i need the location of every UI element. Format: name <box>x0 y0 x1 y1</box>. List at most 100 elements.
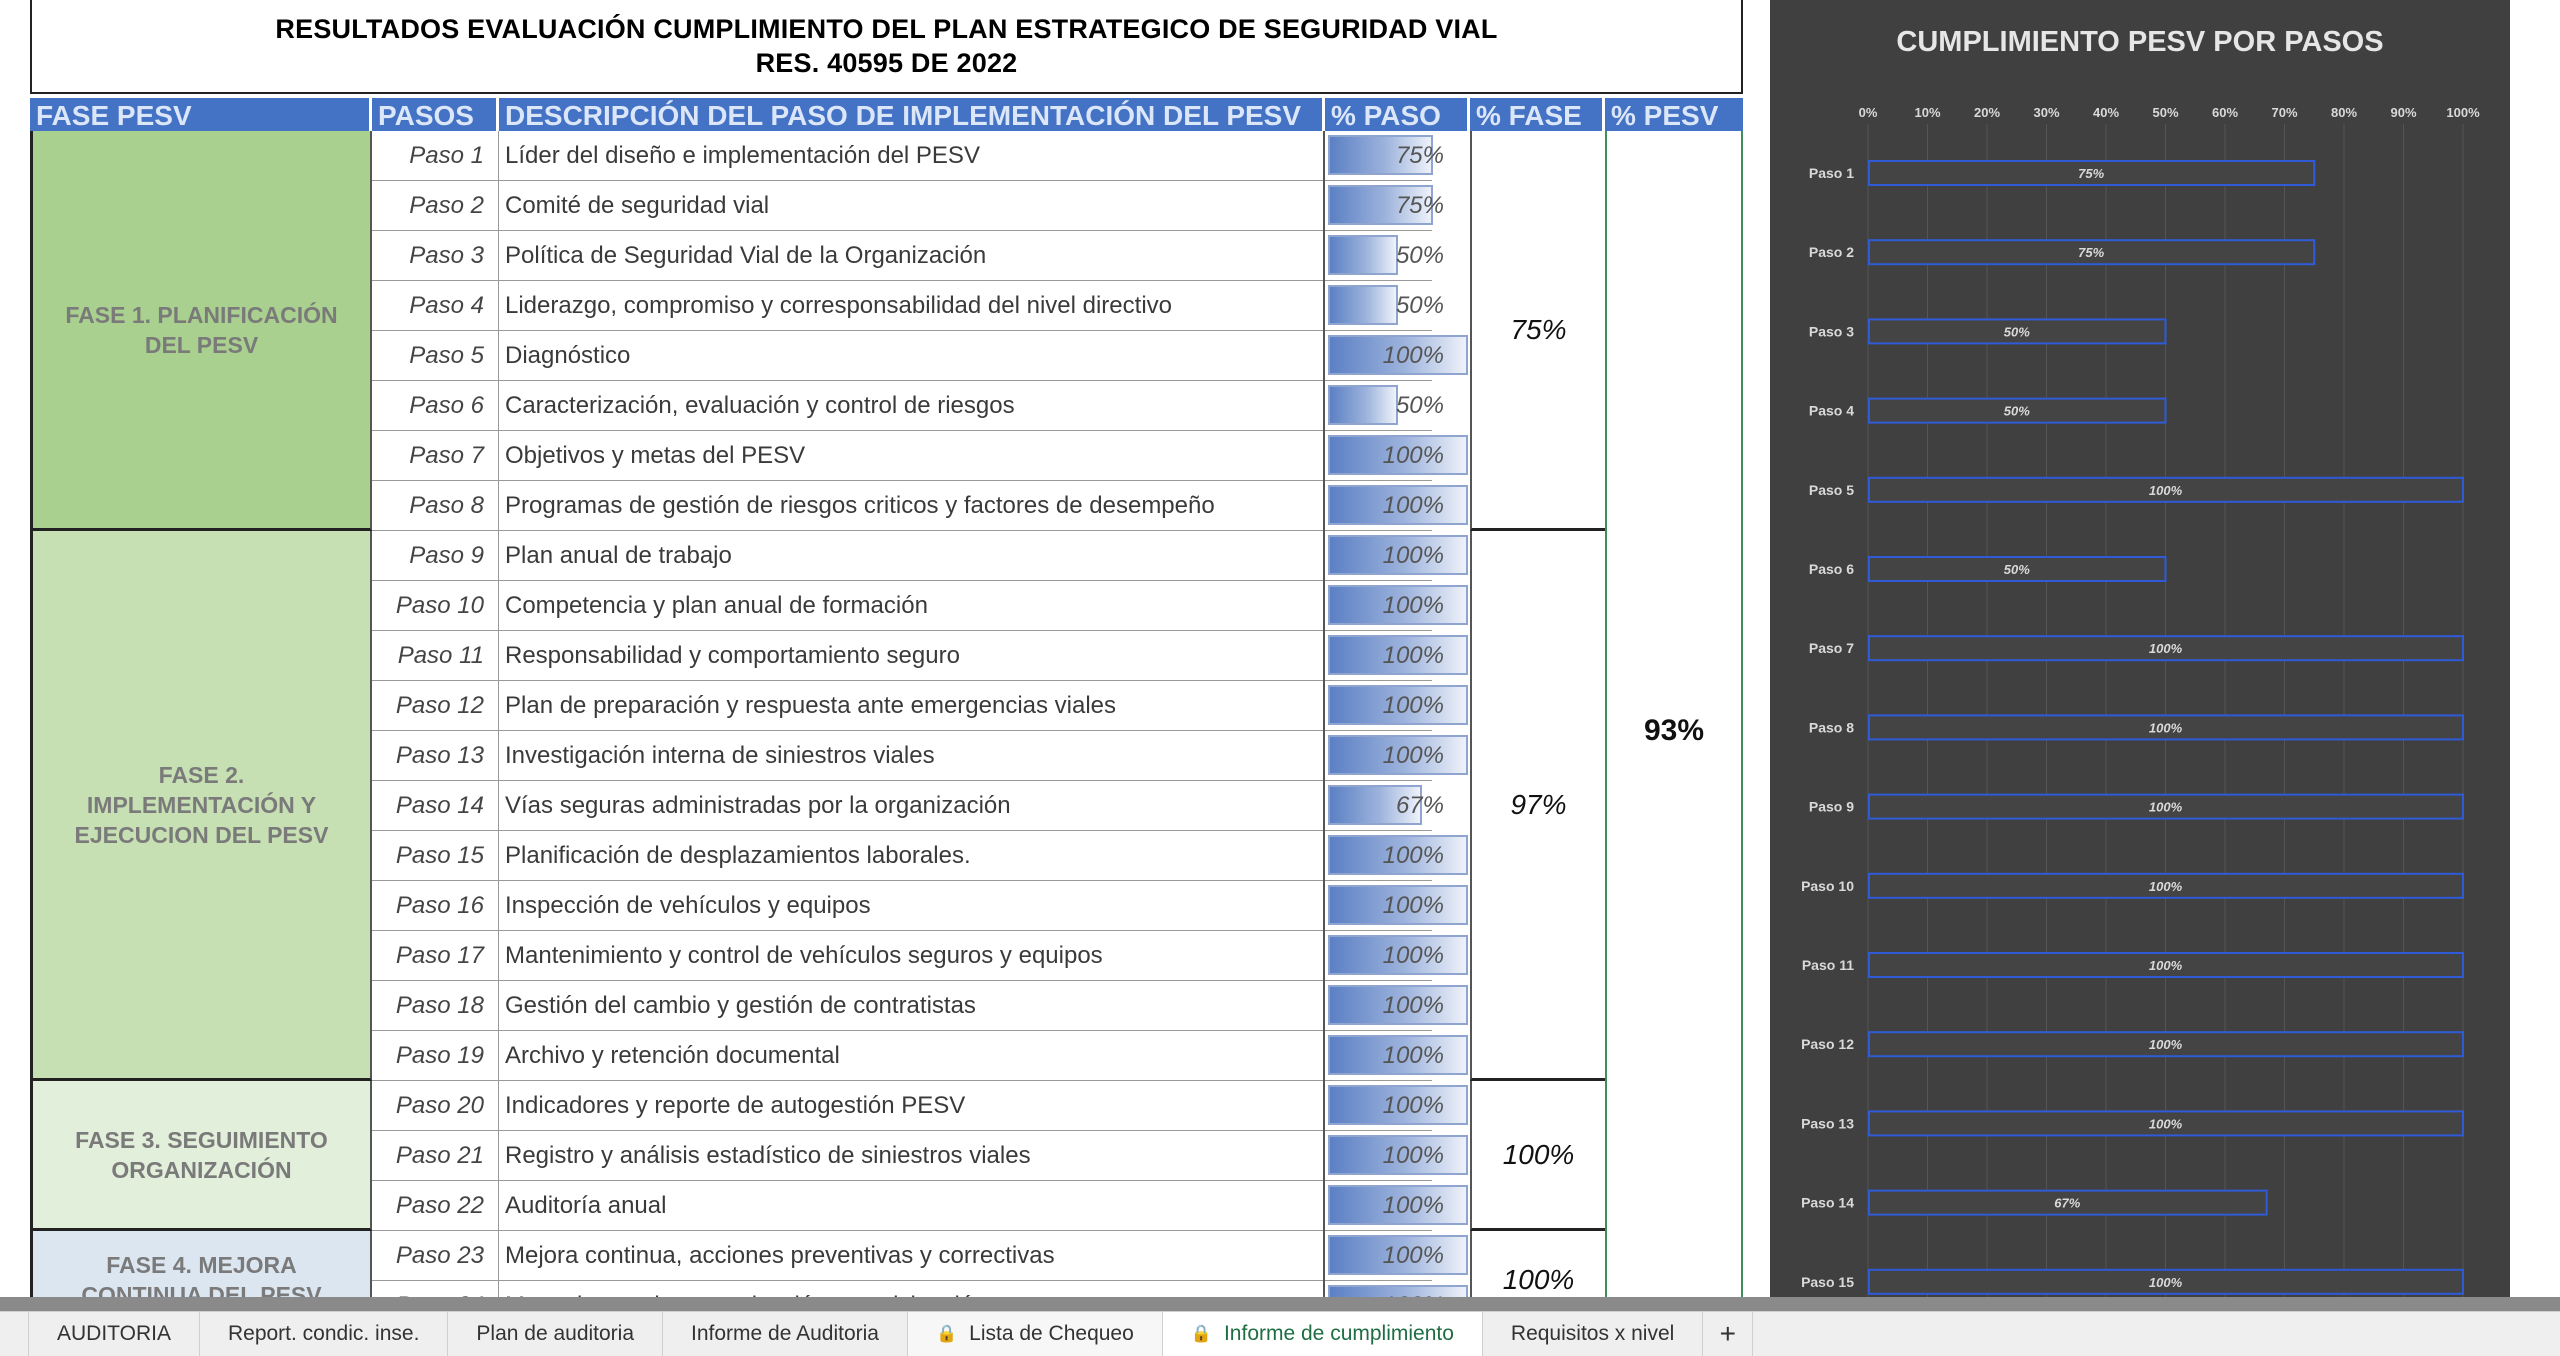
table-row[interactable]: Paso 9 Plan anual de trabajo 100% <box>372 531 1468 581</box>
table-row[interactable]: Paso 7 Objetivos y metas del PESV 100% <box>372 431 1468 481</box>
step-number[interactable]: Paso 7 <box>372 431 499 481</box>
step-description[interactable]: Archivo y retención documental <box>499 1031 1325 1081</box>
phase-percent-cell[interactable]: 100% <box>1470 1231 1605 1297</box>
table-row[interactable]: Paso 19 Archivo y retención documental 100… <box>372 1031 1468 1081</box>
table-row[interactable]: Paso 20 Indicadores y reporte de autogest… <box>372 1081 1468 1131</box>
sheet-tab[interactable]: 🔒 Informe de cumplimiento <box>1162 1312 1483 1356</box>
table-row[interactable]: Paso 5 Diagnóstico 100% <box>372 331 1468 381</box>
header-fase[interactable]: FASE PESV <box>30 98 372 131</box>
step-percent-cell[interactable]: 100% <box>1325 481 1472 531</box>
step-number[interactable]: Paso 2 <box>372 181 499 231</box>
phase-percent-cell[interactable]: 97% <box>1470 531 1605 1081</box>
step-percent-cell[interactable]: 75% <box>1325 181 1472 231</box>
step-percent-cell[interactable]: 100% <box>1325 731 1472 781</box>
step-percent-cell[interactable]: 67% <box>1325 781 1472 831</box>
table-row[interactable]: Paso 16 Inspección de vehículos y equipos… <box>372 881 1468 931</box>
table-row[interactable]: Paso 14 Vías seguras administradas por la… <box>372 781 1444 831</box>
table-row[interactable]: Paso 6 Caracterización, evaluación y cont… <box>372 381 1444 431</box>
step-description[interactable]: Mecanismos de comunicación y participaci… <box>499 1281 1325 1297</box>
step-description[interactable]: Diagnóstico <box>499 331 1325 381</box>
header-pct-fase[interactable]: % FASE <box>1470 98 1605 131</box>
table-row[interactable]: Paso 4 Liderazgo, compromiso y correspons… <box>372 281 1444 331</box>
step-number[interactable]: Paso 24 <box>372 1281 499 1297</box>
phase-cell[interactable]: FASE 4. MEJORA CONTINUA DEL PESV <box>30 1231 372 1297</box>
table-row[interactable]: Paso 12 Plan de preparación y respuesta a… <box>372 681 1468 731</box>
step-description[interactable]: Comité de seguridad vial <box>499 181 1325 231</box>
step-description[interactable]: Mejora continua, acciones preventivas y … <box>499 1231 1325 1281</box>
phase-cell[interactable]: FASE 1. PLANIFICACIÓN DEL PESV <box>30 131 372 531</box>
step-percent-cell[interactable]: 100% <box>1325 431 1472 481</box>
step-percent-cell[interactable]: 100% <box>1325 1231 1472 1281</box>
step-percent-cell[interactable]: 100% <box>1325 831 1472 881</box>
step-description[interactable]: Mantenimiento y control de vehículos seg… <box>499 931 1325 981</box>
step-description[interactable]: Indicadores y reporte de autogestión PES… <box>499 1081 1325 1131</box>
sheet-tab[interactable]: Requisitos x nivel <box>1483 1312 1704 1356</box>
table-row[interactable]: Paso 21 Registro y análisis estadístico d… <box>372 1131 1468 1181</box>
table-row[interactable]: Paso 10 Competencia y plan anual de forma… <box>372 581 1468 631</box>
step-number[interactable]: Paso 22 <box>372 1181 499 1231</box>
step-percent-cell[interactable]: 100% <box>1325 1281 1472 1297</box>
step-description[interactable]: Objetivos y metas del PESV <box>499 431 1325 481</box>
step-description[interactable]: Auditoría anual <box>499 1181 1325 1231</box>
step-percent-cell[interactable]: 100% <box>1325 881 1472 931</box>
step-description[interactable]: Caracterización, evaluación y control de… <box>499 381 1325 431</box>
step-description[interactable]: Programas de gestión de riesgos criticos… <box>499 481 1325 531</box>
step-percent-cell[interactable]: 100% <box>1325 531 1472 581</box>
step-number[interactable]: Paso 3 <box>372 231 499 281</box>
step-description[interactable]: Liderazgo, compromiso y corresponsabilid… <box>499 281 1325 331</box>
step-percent-cell[interactable]: 100% <box>1325 931 1472 981</box>
step-description[interactable]: Vías seguras administradas por la organi… <box>499 781 1325 831</box>
step-description[interactable]: Registro y análisis estadístico de sinie… <box>499 1131 1325 1181</box>
header-descripcion[interactable]: DESCRIPCIÓN DEL PASO DE IMPLEMENTACIÓN D… <box>499 98 1325 131</box>
header-pct-pesv[interactable]: % PESV <box>1611 100 1719 131</box>
table-row[interactable]: Paso 3 Política de Seguridad Vial de la O… <box>372 231 1444 281</box>
horizontal-scrollbar[interactable] <box>0 1297 2560 1311</box>
table-row[interactable]: Paso 2 Comité de seguridad vial 75% <box>372 181 1444 231</box>
step-number[interactable]: Paso 14 <box>372 781 499 831</box>
step-description[interactable]: Competencia y plan anual de formación <box>499 581 1325 631</box>
step-description[interactable]: Planificación de desplazamientos laboral… <box>499 831 1325 881</box>
step-percent-cell[interactable]: 100% <box>1325 1031 1472 1081</box>
step-percent-cell[interactable]: 100% <box>1325 331 1472 381</box>
step-description[interactable]: Líder del diseño e implementación del PE… <box>499 131 1325 181</box>
table-row[interactable]: Paso 8 Programas de gestión de riesgos cr… <box>372 481 1468 531</box>
step-description[interactable]: Plan anual de trabajo <box>499 531 1325 581</box>
step-number[interactable]: Paso 9 <box>372 531 499 581</box>
step-description[interactable]: Inspección de vehículos y equipos <box>499 881 1325 931</box>
table-row[interactable]: Paso 17 Mantenimiento y control de vehícu… <box>372 931 1468 981</box>
step-number[interactable]: Paso 6 <box>372 381 499 431</box>
header-pct-paso[interactable]: % PASO <box>1325 98 1470 131</box>
step-description[interactable]: Gestión del cambio y gestión de contrati… <box>499 981 1325 1031</box>
step-number[interactable]: Paso 4 <box>372 281 499 331</box>
step-percent-cell[interactable]: 50% <box>1325 381 1472 431</box>
step-description[interactable]: Responsabilidad y comportamiento seguro <box>499 631 1325 681</box>
step-number[interactable]: Paso 11 <box>372 631 499 681</box>
step-number[interactable]: Paso 18 <box>372 981 499 1031</box>
phase-cell[interactable]: FASE 3. SEGUIMIENTO ORGANIZACIÓN <box>30 1081 372 1231</box>
sheet-tab[interactable]: 🔒 Lista de Chequeo <box>907 1312 1163 1356</box>
table-row[interactable]: Paso 11 Responsabilidad y comportamiento … <box>372 631 1468 681</box>
pesv-total-cell[interactable]: 93% <box>1605 131 1743 1297</box>
phase-percent-cell[interactable]: 100% <box>1470 1081 1605 1231</box>
table-row[interactable]: Paso 22 Auditoría anual 100% <box>372 1181 1468 1231</box>
sheet-tab[interactable]: Informe de Auditoria <box>663 1312 908 1356</box>
step-number[interactable]: Paso 17 <box>372 931 499 981</box>
step-number[interactable]: Paso 12 <box>372 681 499 731</box>
phase-percent-cell[interactable]: 75% <box>1470 131 1605 531</box>
phase-cell[interactable]: FASE 2. IMPLEMENTACIÓN Y EJECUCION DEL P… <box>30 531 372 1081</box>
sheet-tab[interactable]: AUDITORIA <box>29 1312 200 1356</box>
step-number[interactable]: Paso 16 <box>372 881 499 931</box>
step-number[interactable]: Paso 13 <box>372 731 499 781</box>
spreadsheet-sheet[interactable]: RESULTADOS EVALUACIÓN CUMPLIMIENTO DEL P… <box>0 0 2560 1297</box>
step-percent-cell[interactable]: 100% <box>1325 581 1472 631</box>
step-percent-cell[interactable]: 100% <box>1325 681 1472 731</box>
chart-panel[interactable]: CUMPLIMIENTO PESV POR PASOS 0% 10% 20% 30% 4… <box>1770 0 2510 1297</box>
step-number[interactable]: Paso 10 <box>372 581 499 631</box>
step-number[interactable]: Paso 20 <box>372 1081 499 1131</box>
step-percent-cell[interactable]: 50% <box>1325 281 1472 331</box>
header-pasos[interactable]: PASOS <box>372 98 499 131</box>
step-number[interactable]: Paso 5 <box>372 331 499 381</box>
sheet-tab[interactable]: Plan de auditoria <box>448 1312 664 1356</box>
table-row[interactable]: Paso 1 Líder del diseño e implementación … <box>372 131 1444 181</box>
step-percent-cell[interactable]: 100% <box>1325 631 1472 681</box>
